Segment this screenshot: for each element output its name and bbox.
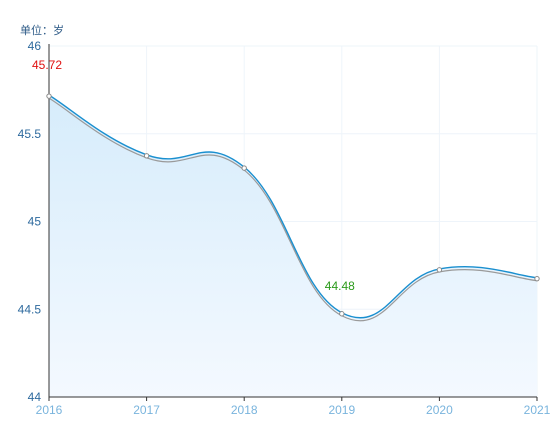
data-points [46,93,540,317]
max-value-label: 45.72 [32,58,62,72]
x-tick-label: 2021 [524,403,550,417]
min-value-label: 44.48 [325,279,355,293]
data-point[interactable] [534,275,540,282]
y-tick-label: 45.5 [18,127,42,141]
x-tick-label: 2017 [133,403,160,417]
unit-label: 单位：岁 [20,25,64,37]
data-point[interactable] [339,311,345,317]
data-point[interactable] [241,165,247,171]
data-point[interactable] [436,267,443,273]
x-tick-label: 2016 [36,403,63,417]
data-point[interactable] [46,93,52,99]
axes: 44 44.5 45 45.5 46 2016 2017 2018 2019 2020 2021 [18,39,550,417]
y-tick-label: 44 [28,390,42,404]
x-tick-label: 2020 [426,403,453,417]
data-point[interactable] [143,153,150,159]
x-tick-label: 2019 [328,403,355,417]
y-tick-label: 45 [28,215,42,229]
data-labels: 45.72 44.48 [32,58,355,293]
y-tick-label: 44.5 [18,302,42,316]
y-tick-label: 46 [28,39,42,53]
x-tick-label: 2018 [231,403,258,417]
